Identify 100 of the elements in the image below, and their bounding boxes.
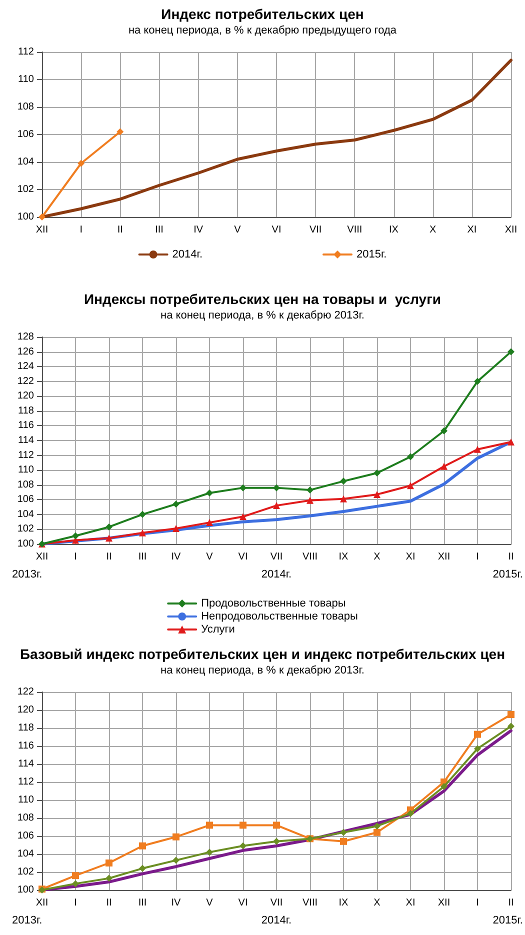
legend-label: Услуги (201, 624, 235, 636)
point (106, 874, 112, 882)
point (139, 864, 146, 872)
x-tick-label: II (106, 898, 112, 908)
point (240, 842, 246, 850)
point (106, 534, 112, 542)
y-tick-label: 108 (17, 812, 34, 824)
point (172, 833, 180, 840)
x-tick-label: I (74, 898, 77, 908)
point (374, 490, 380, 498)
y-tick-label: 106 (17, 129, 34, 140)
point (172, 524, 180, 532)
point (273, 502, 280, 510)
y-tick-label: 112 (18, 46, 34, 58)
point (273, 484, 280, 492)
point (340, 838, 347, 845)
y-tick-label: 108 (17, 479, 34, 490)
x-tick-label: III (138, 898, 147, 908)
chart-title: Индекс потребительских цен (161, 6, 364, 22)
point (72, 880, 79, 888)
text: 2013г. (12, 914, 42, 926)
point (139, 529, 146, 536)
point (340, 828, 347, 836)
x-tick-label: IV (171, 552, 182, 562)
y-tick-label: 114 (18, 758, 34, 770)
x-tick-label: V (206, 898, 214, 908)
point (474, 730, 481, 738)
point (139, 510, 146, 518)
legend-label: Продовольственные товары (201, 598, 346, 610)
x-tick-label: X (429, 224, 436, 236)
x-tick-label: I (476, 552, 479, 562)
y-tick-label: 102 (17, 866, 34, 878)
legend-label: 2015г. (356, 248, 387, 260)
x-tick-label: V (206, 552, 214, 562)
point (72, 872, 79, 880)
y-tick-label: 108 (17, 102, 34, 112)
y-tick-label: 100 (17, 538, 34, 550)
point (172, 500, 180, 508)
y-tick-label: 118 (18, 722, 34, 734)
point (240, 484, 246, 492)
y-tick-label: 104 (17, 156, 34, 168)
point (440, 427, 448, 434)
x-tick-label: XII (438, 552, 450, 562)
x-tick-label: VIII (347, 224, 362, 236)
point (78, 160, 85, 167)
point (106, 523, 112, 530)
x-tick-label: III (155, 224, 164, 236)
y-tick-label: 124 (17, 361, 34, 372)
y-tick-label: 110 (18, 74, 34, 85)
y-tick-label: 126 (17, 346, 34, 358)
x-tick-label: X (374, 898, 381, 908)
x-tick-label: IX (338, 898, 349, 908)
x-tick-label: VI (238, 898, 248, 908)
x-tick-label: II (106, 552, 112, 562)
x-tick-label: V (234, 224, 242, 236)
x-tick-label: IV (194, 224, 204, 236)
point (440, 462, 448, 470)
x-tick-label: VII (309, 224, 322, 236)
y-tick-label: 128 (17, 332, 34, 342)
x-tick-label: XI (406, 552, 416, 562)
point (206, 848, 213, 856)
x-tick-label: I (476, 898, 479, 908)
point (508, 711, 514, 718)
y-tick-label: 100 (17, 884, 34, 896)
text: 2013г. (12, 568, 42, 580)
chart-subtitle: на конец периода, в % к декабрю 2013г. (160, 664, 364, 676)
y-tick-label: 110 (18, 794, 34, 806)
legend-label: 2014г. (172, 248, 203, 260)
x-tick-label: XII (36, 898, 48, 908)
point (273, 822, 280, 829)
text: 2014г. (261, 914, 292, 926)
point (240, 822, 246, 829)
x-tick-label: VII (270, 552, 283, 562)
point (474, 745, 481, 752)
chart-subtitle: на конец периода, в % к декабрю предыдущего года (128, 24, 398, 36)
y-tick-label: 110 (18, 464, 34, 476)
point (172, 856, 180, 864)
point (306, 496, 314, 504)
x-tick-label: XII (36, 224, 48, 236)
x-tick-label: XII (36, 552, 48, 562)
point (474, 378, 481, 385)
y-tick-label: 100 (17, 212, 34, 222)
point (407, 810, 414, 817)
x-tick-label: XII (438, 898, 450, 908)
point (508, 348, 514, 356)
point (508, 722, 514, 730)
point (440, 783, 448, 790)
y-tick-label: 106 (17, 494, 34, 506)
point (273, 838, 280, 845)
x-tick-label: IX (389, 224, 399, 236)
x-tick-label: XI (467, 224, 477, 236)
y-tick-label: 112 (18, 450, 34, 461)
point (374, 822, 380, 830)
x-tick-label: VIII (302, 898, 318, 908)
point (474, 446, 481, 453)
legend-label: Непродовольственные товары (201, 610, 358, 622)
point (407, 482, 414, 490)
y-tick-label: 114 (18, 435, 34, 446)
y-tick-label: 122 (17, 686, 34, 698)
point (374, 828, 380, 836)
